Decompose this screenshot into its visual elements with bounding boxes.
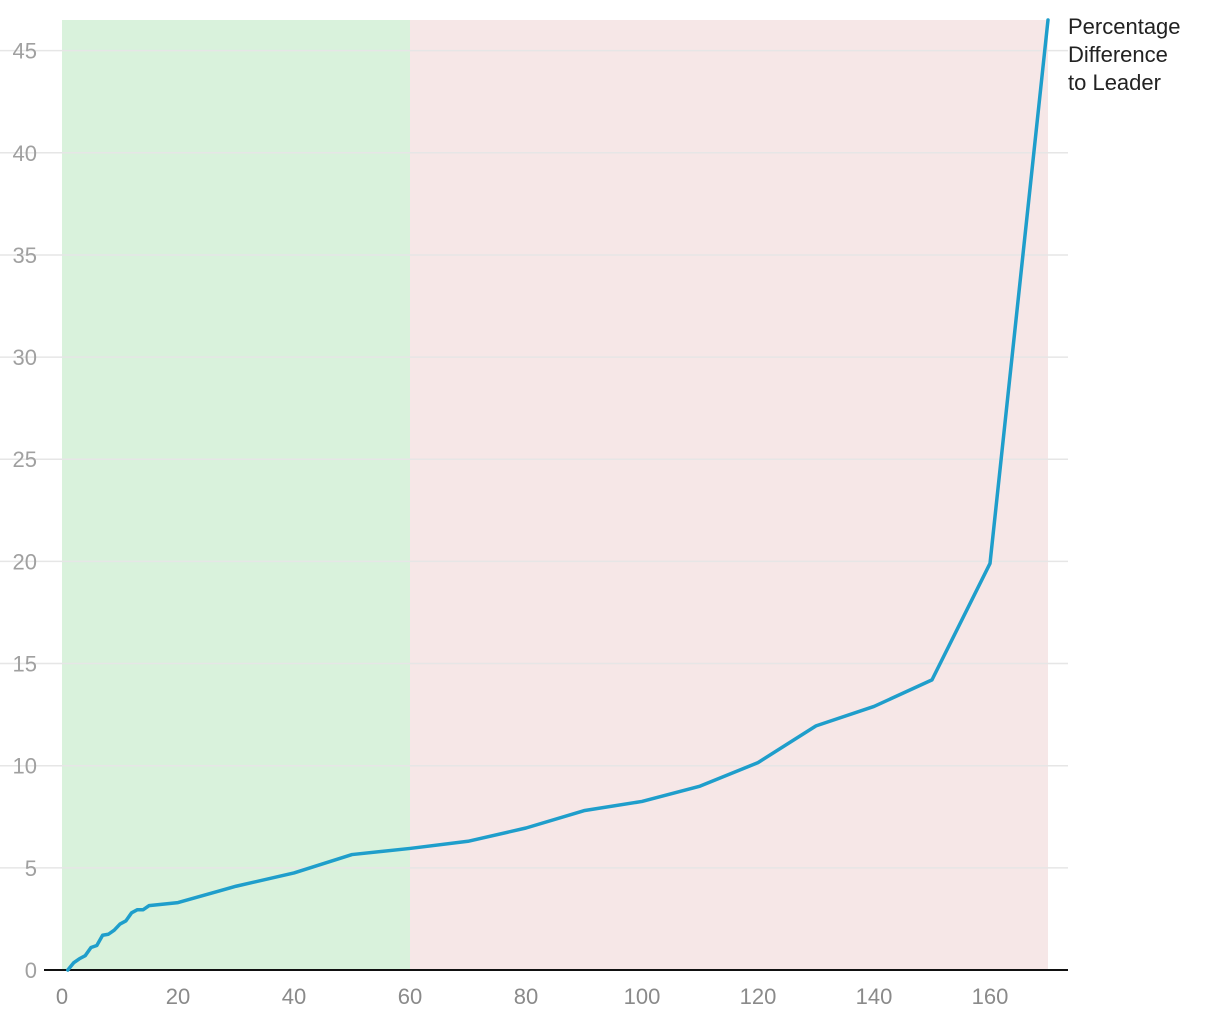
shaded-regions: [62, 20, 1048, 970]
series-lines: [66, 18, 1050, 972]
y-tick-label-5: 5: [25, 856, 37, 881]
y-tick-label-35: 35: [13, 243, 37, 268]
x-tick-label-40: 40: [282, 984, 306, 1009]
x-tick-label-140: 140: [856, 984, 893, 1009]
series-line-0: [66, 18, 1050, 972]
x-tick-label-80: 80: [514, 984, 538, 1009]
y-tick-label-0: 0: [25, 958, 37, 983]
y-tick-label-25: 25: [13, 447, 37, 472]
y-tick-label-10: 10: [13, 754, 37, 779]
x-axis-ticks: 0 20 40 60 80 100 120 140 160: [56, 984, 1008, 1009]
x-tick-label-160: 160: [972, 984, 1009, 1009]
x-tick-label-60: 60: [398, 984, 422, 1009]
x-tick-label-100: 100: [624, 984, 661, 1009]
series-label-line: Difference: [1068, 42, 1168, 67]
series-label-line: to Leader: [1068, 70, 1161, 95]
y-axis-ticks: 0 5 10 15 20 25 30 35 40 45: [13, 39, 37, 983]
y-tick-label-45: 45: [13, 39, 37, 64]
y-tick-label-40: 40: [13, 141, 37, 166]
series-label: Percentage Difference to Leader: [1068, 14, 1181, 95]
x-tick-label-0: 0: [56, 984, 68, 1009]
shaded-region-1: [410, 20, 1048, 970]
gridlines: [0, 49, 1068, 869]
y-tick-label-30: 30: [13, 345, 37, 370]
x-tick-label-120: 120: [740, 984, 777, 1009]
shaded-region-0: [62, 20, 410, 970]
y-tick-label-15: 15: [13, 652, 37, 677]
series-label-line: Percentage: [1068, 14, 1181, 39]
x-tick-label-20: 20: [166, 984, 190, 1009]
y-tick-label-20: 20: [13, 549, 37, 574]
